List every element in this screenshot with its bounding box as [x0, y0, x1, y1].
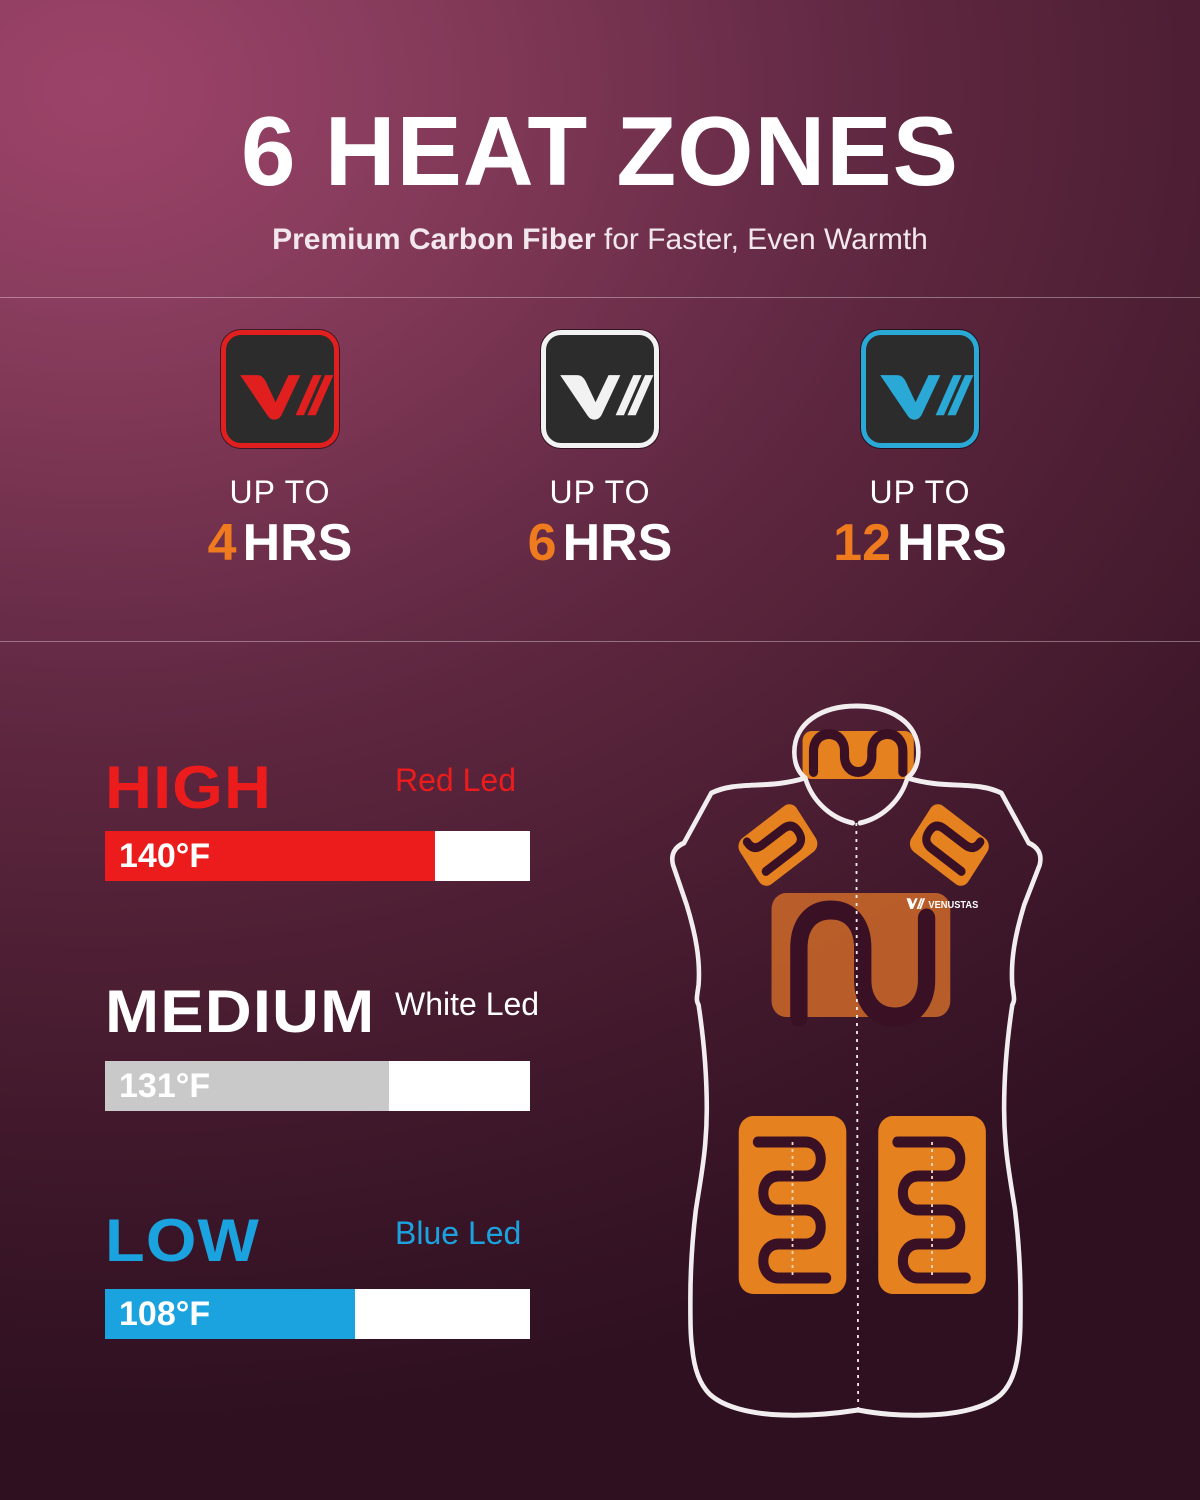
svg-text:VENUSTAS: VENUSTAS: [928, 899, 978, 910]
